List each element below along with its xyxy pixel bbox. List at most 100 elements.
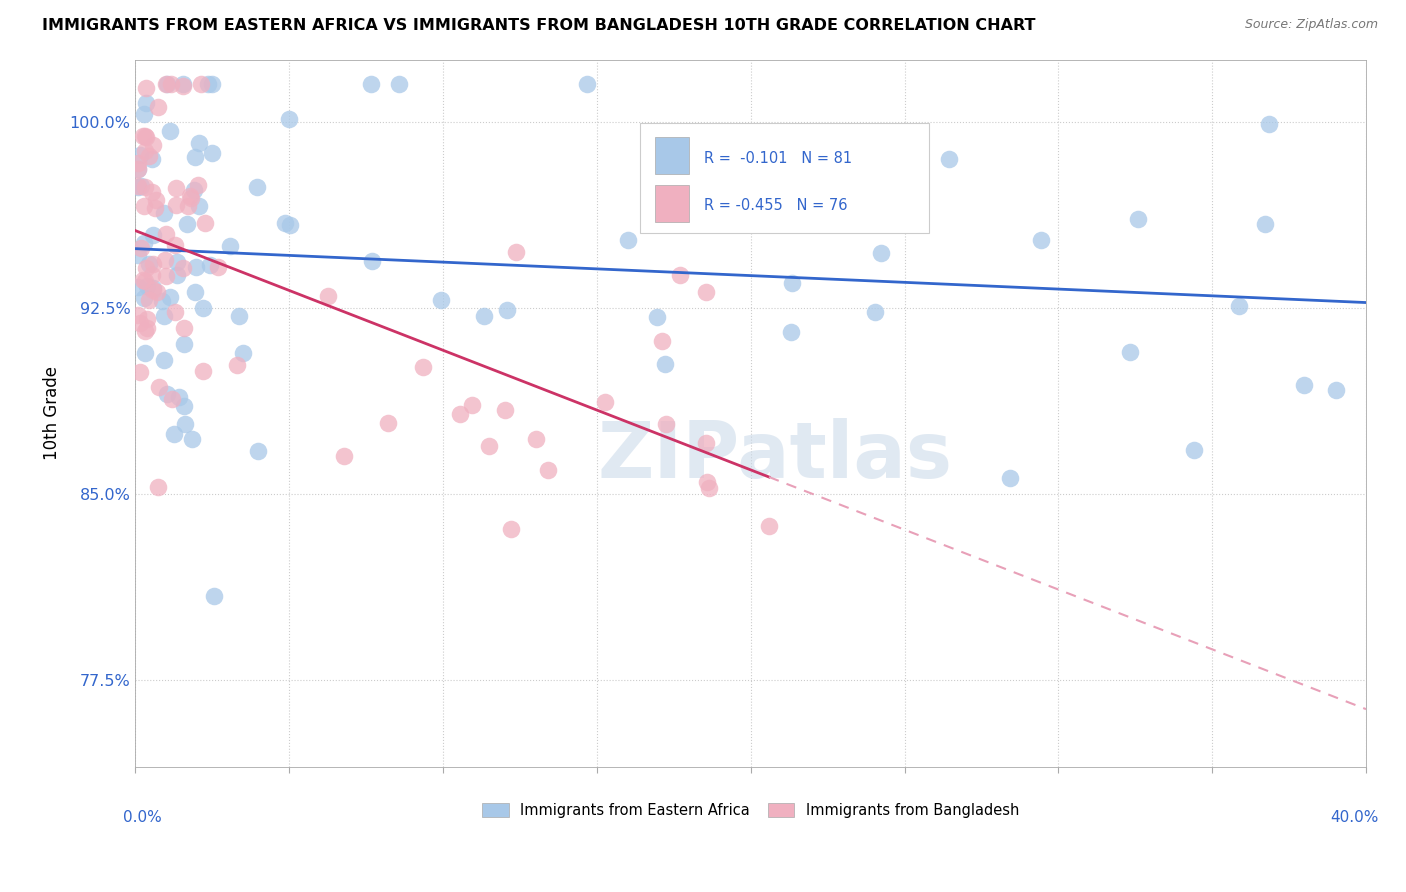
Point	[159, 290, 181, 304]
Point	[387, 78, 409, 92]
Point	[160, 78, 183, 92]
Point	[135, 81, 157, 95]
Point	[134, 324, 156, 338]
Point	[360, 78, 382, 92]
Legend: Immigrants from Eastern Africa, Immigrants from Bangladesh: Immigrants from Eastern Africa, Immigran…	[477, 797, 1025, 823]
Point	[132, 198, 155, 212]
Point	[181, 432, 204, 446]
Point	[316, 289, 339, 303]
Point	[1324, 383, 1347, 397]
Y-axis label: 10th Grade: 10th Grade	[44, 367, 60, 460]
Point	[1029, 233, 1052, 247]
Point	[191, 301, 214, 315]
Point	[166, 268, 188, 282]
Point	[1000, 471, 1022, 485]
Bar	[655, 186, 689, 222]
Point	[246, 180, 269, 194]
Point	[141, 185, 163, 199]
Text: ZIPatlas: ZIPatlas	[598, 417, 953, 494]
Point	[699, 481, 721, 495]
Point	[225, 358, 247, 372]
Point	[758, 519, 780, 533]
Point	[141, 152, 163, 166]
Point	[190, 78, 212, 92]
Point	[166, 254, 188, 268]
Point	[173, 399, 195, 413]
Text: 40.0%: 40.0%	[1330, 810, 1378, 825]
Text: 0.0%: 0.0%	[122, 810, 162, 825]
Point	[148, 380, 170, 394]
Point	[655, 417, 678, 431]
Point	[790, 201, 813, 215]
Point	[228, 309, 250, 323]
Point	[127, 155, 149, 169]
Point	[153, 206, 176, 220]
Point	[695, 285, 717, 299]
Point	[179, 188, 201, 202]
Point	[127, 180, 149, 194]
Point	[495, 402, 517, 417]
Point	[173, 321, 195, 335]
Point	[142, 227, 165, 242]
Point	[172, 78, 194, 92]
Point	[198, 258, 221, 272]
Point	[160, 392, 183, 406]
Point	[1254, 217, 1277, 231]
Point	[474, 309, 496, 323]
Point	[654, 357, 676, 371]
Point	[449, 407, 471, 421]
Point	[780, 276, 803, 290]
Point	[188, 136, 211, 150]
Point	[141, 268, 163, 282]
Point	[134, 144, 156, 158]
Bar	[640, 123, 929, 233]
Point	[138, 293, 160, 307]
Point	[1126, 211, 1149, 226]
Point	[575, 78, 598, 92]
Point	[135, 261, 157, 276]
Point	[165, 238, 187, 252]
Point	[152, 353, 174, 368]
Point	[645, 310, 668, 324]
Point	[232, 346, 254, 360]
Point	[332, 450, 354, 464]
Point	[617, 233, 640, 247]
Point	[142, 283, 165, 297]
Point	[197, 78, 219, 92]
Point	[142, 138, 165, 153]
Point	[184, 285, 207, 299]
Point	[180, 191, 202, 205]
Point	[138, 257, 160, 271]
Point	[135, 130, 157, 145]
Point	[695, 436, 717, 450]
Point	[696, 475, 718, 489]
Point	[132, 291, 155, 305]
Point	[143, 201, 166, 215]
Point	[1119, 345, 1142, 359]
Point	[148, 480, 170, 494]
Point	[246, 443, 269, 458]
Point	[183, 183, 205, 197]
Point	[136, 320, 159, 334]
Point	[201, 78, 224, 92]
Point	[129, 178, 152, 193]
Point	[165, 305, 187, 319]
Point	[138, 149, 160, 163]
Point	[651, 334, 673, 348]
Point	[278, 112, 301, 126]
Point	[1227, 299, 1250, 313]
Point	[155, 227, 177, 241]
Point	[537, 463, 560, 477]
Point	[460, 398, 482, 412]
Point	[156, 386, 179, 401]
Point	[127, 280, 149, 294]
Point	[142, 257, 165, 271]
Point	[938, 152, 960, 166]
Point	[187, 199, 209, 213]
Point	[176, 217, 198, 231]
Point	[780, 325, 803, 339]
Point	[155, 269, 177, 284]
Text: IMMIGRANTS FROM EASTERN AFRICA VS IMMIGRANTS FROM BANGLADESH 10TH GRADE CORRELAT: IMMIGRANTS FROM EASTERN AFRICA VS IMMIGR…	[42, 18, 1036, 33]
Point	[360, 254, 382, 268]
Point	[134, 274, 156, 288]
